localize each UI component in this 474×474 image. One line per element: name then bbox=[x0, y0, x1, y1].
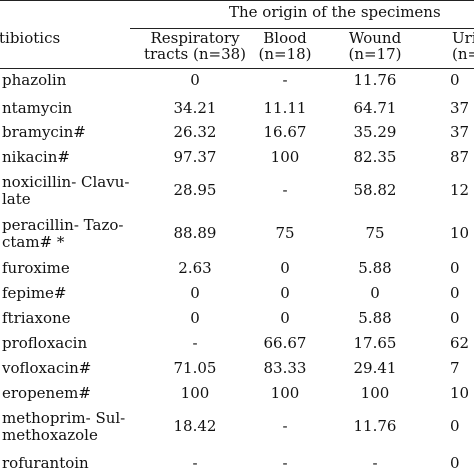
col-blood-line2: (n=18) bbox=[258, 45, 312, 63]
cell-blood: 0 bbox=[280, 309, 290, 327]
cell-blood: - bbox=[282, 454, 288, 472]
cell-blood: 16.67 bbox=[263, 123, 307, 141]
cell-blood: 83.33 bbox=[263, 359, 307, 377]
row-label: fepime# bbox=[2, 284, 67, 302]
row-label: bramycin# bbox=[2, 123, 86, 141]
row-label: methoprim- Sul- bbox=[2, 409, 126, 427]
col-urine-line2: (n= bbox=[452, 45, 474, 63]
group-title: The origin of the specimens bbox=[229, 3, 441, 21]
cell-wound: 82.35 bbox=[353, 148, 397, 166]
cell-blood: 0 bbox=[280, 284, 290, 302]
row-label: profloxacin bbox=[2, 334, 88, 352]
row-label: late bbox=[2, 190, 31, 208]
cell-wound: 35.29 bbox=[353, 123, 397, 141]
row-label: nikacin# bbox=[2, 148, 70, 166]
cell-blood: - bbox=[282, 71, 288, 89]
cell-respiratory: 71.05 bbox=[173, 359, 217, 377]
cell-urine: 7 bbox=[450, 359, 460, 377]
cell-blood: 100 bbox=[270, 148, 300, 166]
cell-urine: 0 bbox=[450, 284, 460, 302]
row-label: vofloxacin# bbox=[2, 359, 92, 377]
top-rule bbox=[0, 0, 474, 1]
cell-wound: 17.65 bbox=[353, 334, 397, 352]
col-respiratory-line2: tracts (n=38) bbox=[143, 45, 247, 63]
cell-blood: 66.67 bbox=[263, 334, 307, 352]
col-urine-line1: Uri bbox=[452, 29, 474, 47]
cell-respiratory: - bbox=[192, 454, 198, 472]
col-blood-line1: Blood bbox=[263, 29, 307, 47]
cell-respiratory: 2.63 bbox=[178, 259, 212, 277]
cell-respiratory: 26.32 bbox=[173, 123, 217, 141]
col-wound-line1: Wound bbox=[348, 29, 402, 47]
row-label: rofurantoin bbox=[2, 454, 89, 472]
cell-urine: 37 bbox=[450, 123, 470, 141]
cell-wound: 64.71 bbox=[353, 99, 397, 117]
cell-respiratory: 18.42 bbox=[173, 417, 217, 435]
cell-respiratory: 28.95 bbox=[173, 181, 217, 199]
cell-blood: 0 bbox=[280, 259, 290, 277]
cell-respiratory: 0 bbox=[190, 284, 200, 302]
cell-wound: 11.76 bbox=[353, 417, 397, 435]
cell-respiratory: - bbox=[192, 334, 198, 352]
cell-blood: - bbox=[282, 417, 288, 435]
cell-blood: 11.11 bbox=[263, 99, 307, 117]
cell-urine: 0 bbox=[450, 454, 460, 472]
row-label: methoxazole bbox=[2, 426, 98, 444]
cell-blood: 100 bbox=[270, 384, 300, 402]
cell-wound: 0 bbox=[370, 284, 380, 302]
row-label: ctam# * bbox=[2, 233, 65, 251]
cell-respiratory: 0 bbox=[190, 309, 200, 327]
cell-respiratory: 88.89 bbox=[173, 224, 217, 242]
cell-urine: 0 bbox=[450, 259, 460, 277]
header-bottom-rule bbox=[0, 68, 474, 69]
cell-blood: 75 bbox=[275, 224, 295, 242]
row-label: phazolin bbox=[2, 71, 67, 89]
col-wound-line2: (n=17) bbox=[348, 45, 402, 63]
row-label: eropenem# bbox=[2, 384, 91, 402]
cell-urine: 87 bbox=[450, 148, 470, 166]
row-label: ftriaxone bbox=[2, 309, 71, 327]
cell-respiratory: 34.21 bbox=[173, 99, 217, 117]
cell-urine: 0 bbox=[450, 417, 460, 435]
cell-wound: 75 bbox=[365, 224, 385, 242]
cell-wound: 100 bbox=[360, 384, 390, 402]
cell-wound: 5.88 bbox=[358, 309, 392, 327]
cell-urine: 0 bbox=[450, 71, 460, 89]
cell-respiratory: 97.37 bbox=[173, 148, 217, 166]
cell-urine: 37 bbox=[450, 99, 470, 117]
cell-wound: 29.41 bbox=[353, 359, 397, 377]
row-label: ntamycin bbox=[2, 99, 73, 117]
col-respiratory-line1: Respiratory bbox=[150, 29, 240, 47]
cell-wound: 5.88 bbox=[358, 259, 392, 277]
group-underline bbox=[130, 28, 474, 29]
cell-respiratory: 100 bbox=[180, 384, 210, 402]
cell-blood: - bbox=[282, 181, 288, 199]
cell-wound: 11.76 bbox=[353, 71, 397, 89]
cell-respiratory: 0 bbox=[190, 71, 200, 89]
row-label: furoxime bbox=[2, 259, 70, 277]
cell-urine: 10 bbox=[450, 224, 470, 242]
row-label: noxicillin- Clavu- bbox=[2, 173, 130, 191]
row-label: peracillin- Tazo- bbox=[2, 216, 124, 234]
cell-wound: 58.82 bbox=[353, 181, 397, 199]
antibiotics-header: tibiotics bbox=[0, 29, 61, 47]
cell-urine: 62 bbox=[450, 334, 470, 352]
cell-wound: - bbox=[372, 454, 378, 472]
cell-urine: 0 bbox=[450, 309, 460, 327]
cell-urine: 12 bbox=[450, 181, 470, 199]
cell-urine: 10 bbox=[450, 384, 470, 402]
